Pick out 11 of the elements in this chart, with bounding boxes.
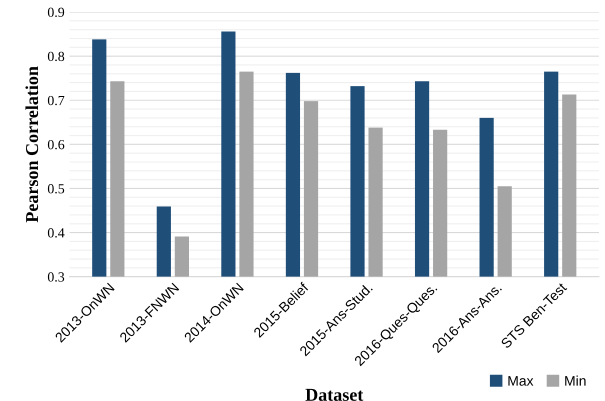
y-tick-label: 0.6	[48, 140, 64, 150]
y-tick-label: 0.7	[48, 96, 64, 106]
y-tick-label: 0.5	[48, 184, 64, 194]
legend-label: Max	[508, 376, 534, 386]
y-tick-label: 0.3	[48, 272, 64, 282]
legend-label: Min	[565, 376, 586, 386]
x-axis-title: Dataset	[306, 388, 364, 401]
y-tick-label: 0.4	[48, 228, 64, 238]
y-axis-title: Pearson Correlation	[25, 66, 38, 222]
y-tick-label: 0.8	[48, 52, 64, 62]
y-tick-label: 0.9	[48, 8, 64, 18]
